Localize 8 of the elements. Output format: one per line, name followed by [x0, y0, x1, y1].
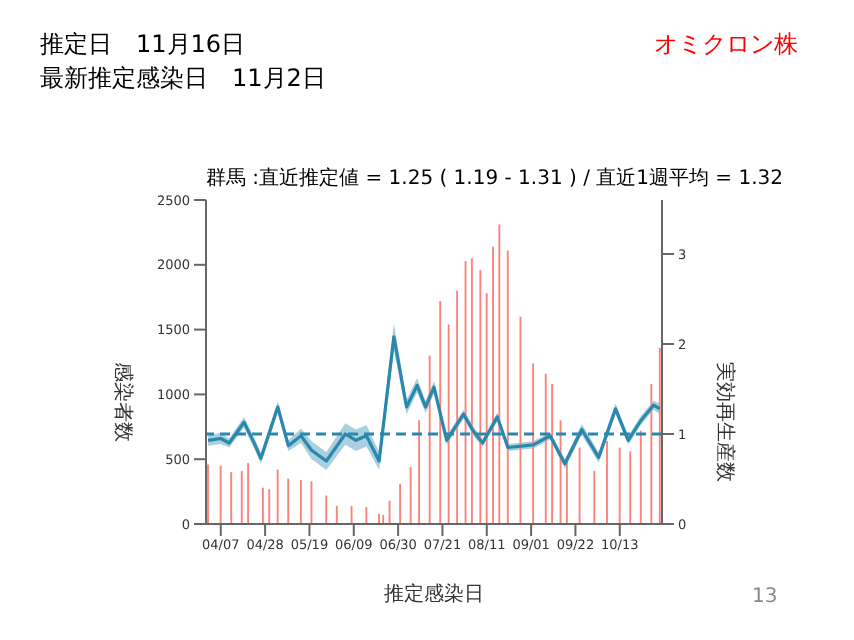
text: 13 [752, 586, 778, 608]
y-axis-title: 感染者数 [110, 362, 135, 442]
text: 推定日 11月16日 [40, 28, 246, 62]
text: オミクロン株 [654, 28, 798, 62]
text: 最新推定感染日 11月2日 [40, 62, 326, 96]
chart-title: 群馬 :直近推定値 = 1.25 ( 1.19 - 1.31 ) / 直近1週平均 = 1.32 [206, 165, 783, 192]
y2-axis-title: 実効再生産数 [712, 362, 737, 482]
x-axis-title: 推定感染日 [384, 582, 484, 606]
